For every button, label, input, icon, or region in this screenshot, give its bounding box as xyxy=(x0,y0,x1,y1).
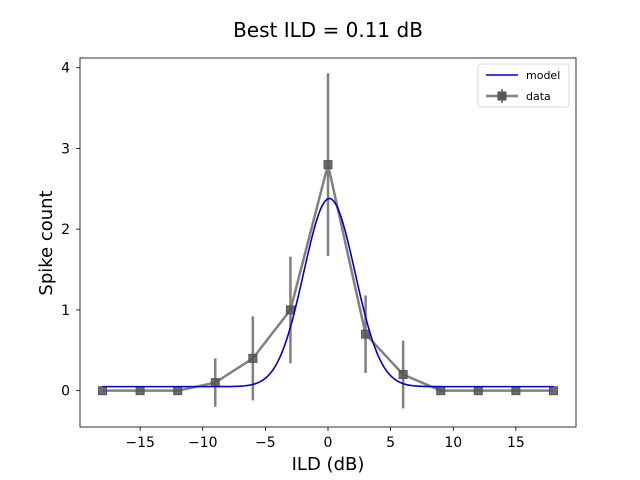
x-tick-label: 15 xyxy=(507,435,525,451)
x-axis: −15 −10 −5 0 5 10 15 xyxy=(125,427,525,451)
y-tick-label: 1 xyxy=(61,303,70,319)
y-axis: 0 1 2 3 4 xyxy=(61,61,80,400)
legend-data-marker xyxy=(497,91,507,101)
data-point xyxy=(323,160,333,170)
data-point xyxy=(98,386,108,396)
data-point xyxy=(436,386,446,396)
data-point xyxy=(248,353,258,363)
legend-data-label: data xyxy=(526,90,551,103)
y-tick-label: 3 xyxy=(61,141,70,157)
y-tick-label: 4 xyxy=(61,61,70,77)
chart-title: Best ILD = 0.11 dB xyxy=(233,18,423,42)
y-axis-label: Spike count xyxy=(36,190,57,295)
x-axis-label: ILD (dB) xyxy=(292,454,365,475)
data-point xyxy=(285,305,295,315)
y-tick-label: 2 xyxy=(61,222,70,238)
data-point xyxy=(511,386,521,396)
model-line xyxy=(102,197,554,388)
data-point xyxy=(398,370,408,380)
legend: model data xyxy=(477,63,570,108)
x-tick-label: −10 xyxy=(188,435,218,451)
x-tick-label: 5 xyxy=(386,435,395,451)
data-point xyxy=(548,386,558,396)
data-point xyxy=(210,378,220,388)
x-tick-label: −5 xyxy=(255,435,276,451)
data-point xyxy=(173,386,183,396)
plot-content xyxy=(98,73,558,409)
data-point xyxy=(135,386,145,396)
data-point xyxy=(473,386,483,396)
legend-model-label: model xyxy=(526,69,560,82)
x-tick-label: 0 xyxy=(324,435,333,451)
data-point xyxy=(361,329,371,339)
y-tick-label: 0 xyxy=(61,384,70,400)
x-tick-label: −15 xyxy=(125,435,155,451)
x-tick-label: 10 xyxy=(444,435,462,451)
